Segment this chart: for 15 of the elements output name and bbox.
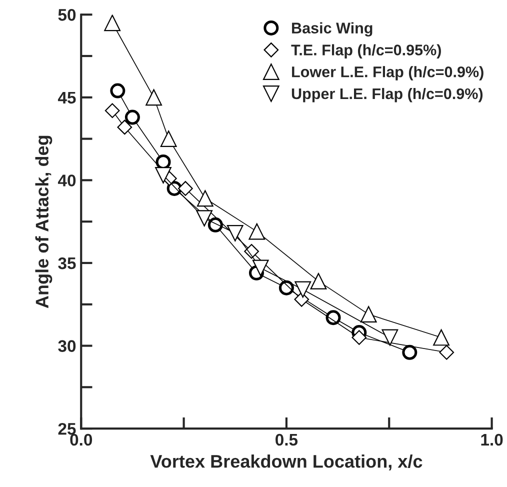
x-tick-label: 0.5	[276, 434, 298, 446]
legend-label: Basic Wing	[292, 22, 372, 37]
y-tick-label: 45	[58, 92, 76, 104]
legend-label: T.E. Flap (h/c=0.95%)	[291, 44, 441, 58]
legend-label: Lower L.E. Flap (h/c=0.9%)	[292, 66, 484, 80]
x-tick-label: 1.0	[481, 434, 503, 446]
x-axis-title: Vortex Breakdown Location, x/c	[150, 454, 422, 470]
y-tick-label: 35	[58, 257, 76, 270]
y-axis-title: Angle of Attack, deg	[35, 136, 52, 308]
y-tick-label: 40	[58, 174, 76, 186]
y-tick-label: 30	[58, 340, 76, 352]
y-tick-label: 25	[58, 422, 76, 435]
y-tick-label: 50	[58, 9, 76, 21]
legend-label: Upper L.E. Flap (h/c=0.9%)	[292, 88, 483, 102]
x-tick-label: 0.0	[70, 434, 92, 446]
